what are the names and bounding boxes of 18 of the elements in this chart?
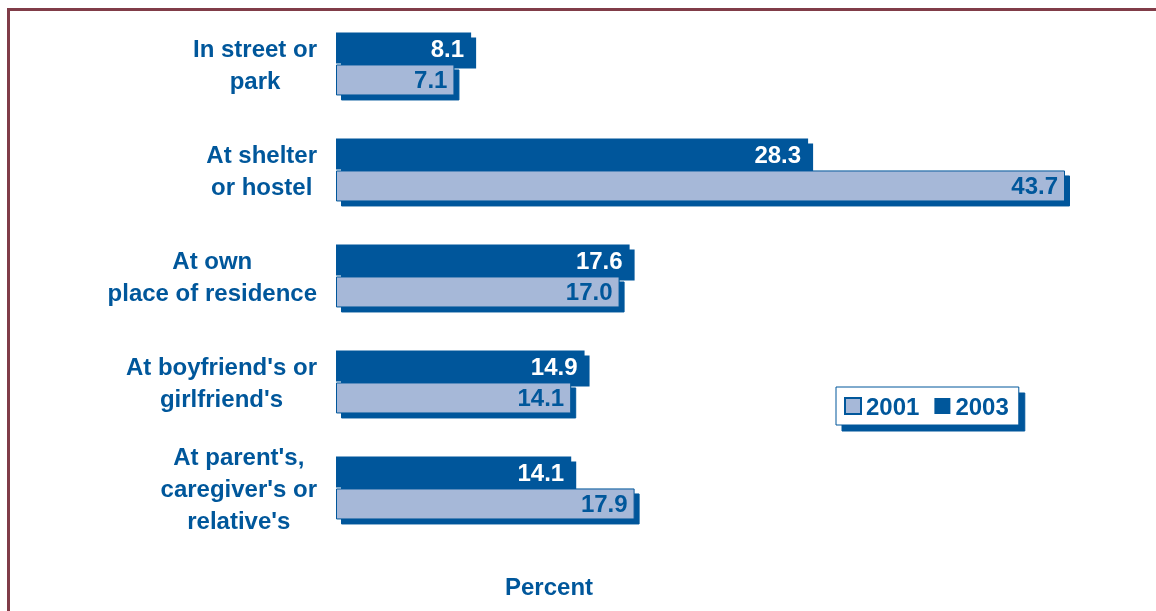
- legend-label: 2001: [866, 392, 920, 420]
- data-label: 14.1: [517, 458, 565, 486]
- data-label: 17.9: [580, 490, 628, 518]
- y-tick-label: At parent's, caregiver's or relative's: [160, 442, 317, 534]
- data-label: 43.7: [1011, 172, 1058, 200]
- data-label: 14.9: [530, 352, 578, 380]
- x-axis-title: Percent: [504, 572, 594, 600]
- data-label: 17.6: [575, 246, 623, 274]
- data-label: 14.1: [517, 384, 565, 412]
- legend-label: 2003: [955, 392, 1009, 420]
- y-tick-label: At shelter or hostel: [206, 140, 317, 200]
- data-label: 17.0: [565, 278, 613, 306]
- data-label: 8.1: [430, 34, 465, 62]
- data-label: 7.1: [414, 66, 448, 94]
- data-label: 28.3: [754, 140, 802, 168]
- y-tick-label: At own place of residence: [107, 246, 318, 306]
- y-tick-label: In street or park: [192, 34, 317, 94]
- y-tick-label: At boyfriend's or girlfriend's: [125, 352, 318, 412]
